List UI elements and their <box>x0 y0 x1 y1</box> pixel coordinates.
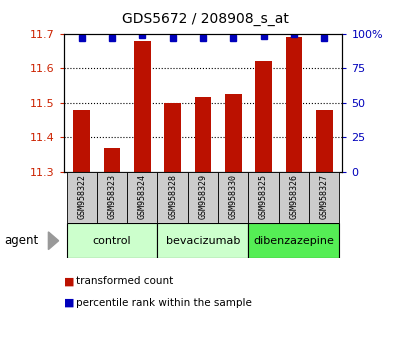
Bar <box>308 172 339 223</box>
Text: bevacizumab: bevacizumab <box>165 236 240 246</box>
Text: GSM958322: GSM958322 <box>77 174 86 219</box>
Text: agent: agent <box>4 234 38 247</box>
Text: control: control <box>92 236 131 246</box>
Bar <box>278 172 308 223</box>
Bar <box>285 37 301 172</box>
Bar <box>248 223 339 258</box>
Text: dibenzazepine: dibenzazepine <box>253 236 333 246</box>
Bar <box>254 61 271 172</box>
Text: GSM958329: GSM958329 <box>198 174 207 219</box>
Bar <box>248 172 278 223</box>
Text: ■: ■ <box>63 298 74 308</box>
Bar <box>164 103 180 172</box>
Bar <box>157 172 187 223</box>
Bar <box>225 94 241 172</box>
Text: GSM958324: GSM958324 <box>137 174 146 219</box>
Text: GDS5672 / 208908_s_at: GDS5672 / 208908_s_at <box>121 12 288 27</box>
Bar <box>66 172 97 223</box>
Text: GSM958327: GSM958327 <box>319 174 328 219</box>
Bar <box>218 172 248 223</box>
Text: GSM958328: GSM958328 <box>168 174 177 219</box>
Bar <box>103 148 120 172</box>
Text: GSM958326: GSM958326 <box>289 174 298 219</box>
Bar <box>315 109 332 172</box>
Bar <box>127 172 157 223</box>
Text: percentile rank within the sample: percentile rank within the sample <box>76 298 251 308</box>
Text: GSM958325: GSM958325 <box>258 174 267 219</box>
Bar <box>97 172 127 223</box>
Bar <box>194 97 211 172</box>
Bar <box>157 223 248 258</box>
Bar <box>187 172 218 223</box>
Text: GSM958330: GSM958330 <box>228 174 237 219</box>
Bar <box>134 40 151 172</box>
Text: ■: ■ <box>63 276 74 286</box>
Text: GSM958323: GSM958323 <box>107 174 116 219</box>
Bar <box>73 109 90 172</box>
Polygon shape <box>48 232 58 250</box>
Text: transformed count: transformed count <box>76 276 173 286</box>
Bar <box>66 223 157 258</box>
